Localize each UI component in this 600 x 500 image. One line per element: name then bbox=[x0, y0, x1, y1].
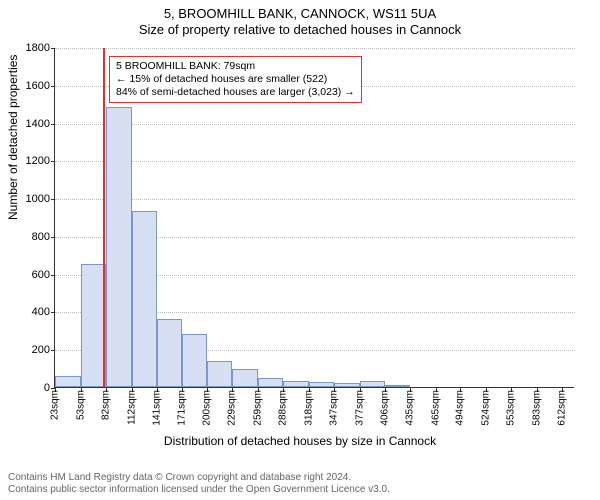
xtick-label: 583sqm bbox=[532, 390, 543, 426]
ytick-mark bbox=[51, 124, 55, 125]
title-block: 5, BROOMHILL BANK, CANNOCK, WS11 5UA Siz… bbox=[0, 0, 600, 39]
histogram-bar bbox=[182, 334, 207, 387]
ytick-label: 0 bbox=[10, 382, 50, 394]
chart-container: 5, BROOMHILL BANK, CANNOCK, WS11 5UA Siz… bbox=[0, 0, 600, 500]
ytick-mark bbox=[51, 350, 55, 351]
xtick-label: 112sqm bbox=[126, 390, 137, 425]
histogram-bar bbox=[334, 383, 360, 387]
xtick-label: 53sqm bbox=[75, 390, 86, 420]
ytick-label: 400 bbox=[10, 306, 50, 318]
ytick-label: 1000 bbox=[10, 193, 50, 205]
histogram-bar bbox=[232, 369, 258, 387]
xtick-label: 553sqm bbox=[506, 390, 517, 426]
xtick-label: 141sqm bbox=[151, 390, 162, 426]
xtick-label: 229sqm bbox=[227, 390, 238, 426]
ytick-mark bbox=[51, 199, 55, 200]
ytick-label: 200 bbox=[10, 344, 50, 356]
xtick-label: 82sqm bbox=[100, 390, 111, 420]
footer-line2: Contains public sector information licen… bbox=[8, 484, 390, 496]
xtick-label: 465sqm bbox=[430, 390, 441, 426]
xtick-label: 288sqm bbox=[278, 390, 289, 426]
histogram-bar bbox=[207, 361, 232, 387]
ytick-label: 1400 bbox=[10, 118, 50, 130]
histogram-bar bbox=[385, 385, 410, 387]
xtick-label: 259sqm bbox=[253, 390, 264, 426]
annotation-line3: 84% of semi-detached houses are larger (… bbox=[116, 86, 355, 99]
gridline bbox=[55, 124, 575, 125]
ytick-label: 800 bbox=[10, 231, 50, 243]
annotation-box: 5 BROOMHILL BANK: 79sqm← 15% of detached… bbox=[109, 56, 362, 103]
ytick-mark bbox=[51, 312, 55, 313]
gridline bbox=[55, 199, 575, 200]
plot-area: 02004006008001000120014001600180023sqm53… bbox=[54, 48, 574, 388]
reference-line bbox=[103, 48, 105, 387]
ytick-mark bbox=[51, 237, 55, 238]
xtick-label: 406sqm bbox=[379, 390, 390, 426]
gridline bbox=[55, 48, 575, 49]
annotation-line2: ← 15% of detached houses are smaller (52… bbox=[116, 73, 355, 86]
ytick-label: 1800 bbox=[10, 42, 50, 54]
title-subtitle: Size of property relative to detached ho… bbox=[0, 22, 600, 38]
ytick-label: 1600 bbox=[10, 80, 50, 92]
histogram-bar bbox=[283, 381, 309, 387]
ytick-mark bbox=[51, 161, 55, 162]
histogram-bar bbox=[157, 319, 183, 387]
histogram-bar bbox=[309, 382, 334, 387]
xtick-label: 524sqm bbox=[481, 390, 492, 426]
xtick-label: 23sqm bbox=[50, 390, 61, 420]
xtick-label: 171sqm bbox=[177, 390, 188, 426]
histogram-bar bbox=[81, 264, 106, 387]
footer-line1: Contains HM Land Registry data © Crown c… bbox=[8, 472, 390, 484]
histogram-bar bbox=[106, 107, 132, 387]
footer-attribution: Contains HM Land Registry data © Crown c… bbox=[8, 472, 390, 496]
histogram-bar bbox=[360, 381, 385, 387]
xtick-label: 435sqm bbox=[404, 390, 415, 426]
ytick-label: 600 bbox=[10, 269, 50, 281]
xtick-label: 377sqm bbox=[354, 390, 365, 426]
xtick-label: 612sqm bbox=[557, 390, 568, 426]
ytick-label: 1200 bbox=[10, 155, 50, 167]
chart-area: 02004006008001000120014001600180023sqm53… bbox=[54, 48, 574, 418]
gridline bbox=[55, 161, 575, 162]
xtick-label: 200sqm bbox=[202, 390, 213, 426]
xtick-label: 318sqm bbox=[303, 390, 314, 426]
ytick-mark bbox=[51, 275, 55, 276]
title-address: 5, BROOMHILL BANK, CANNOCK, WS11 5UA bbox=[0, 6, 600, 22]
x-axis-label: Distribution of detached houses by size … bbox=[0, 434, 600, 448]
histogram-bar bbox=[55, 376, 81, 387]
ytick-mark bbox=[51, 48, 55, 49]
xtick-label: 347sqm bbox=[328, 390, 339, 426]
xtick-label: 494sqm bbox=[455, 390, 466, 426]
annotation-line1: 5 BROOMHILL BANK: 79sqm bbox=[116, 60, 355, 73]
histogram-bar bbox=[132, 211, 157, 387]
histogram-bar bbox=[258, 378, 283, 387]
ytick-mark bbox=[51, 86, 55, 87]
